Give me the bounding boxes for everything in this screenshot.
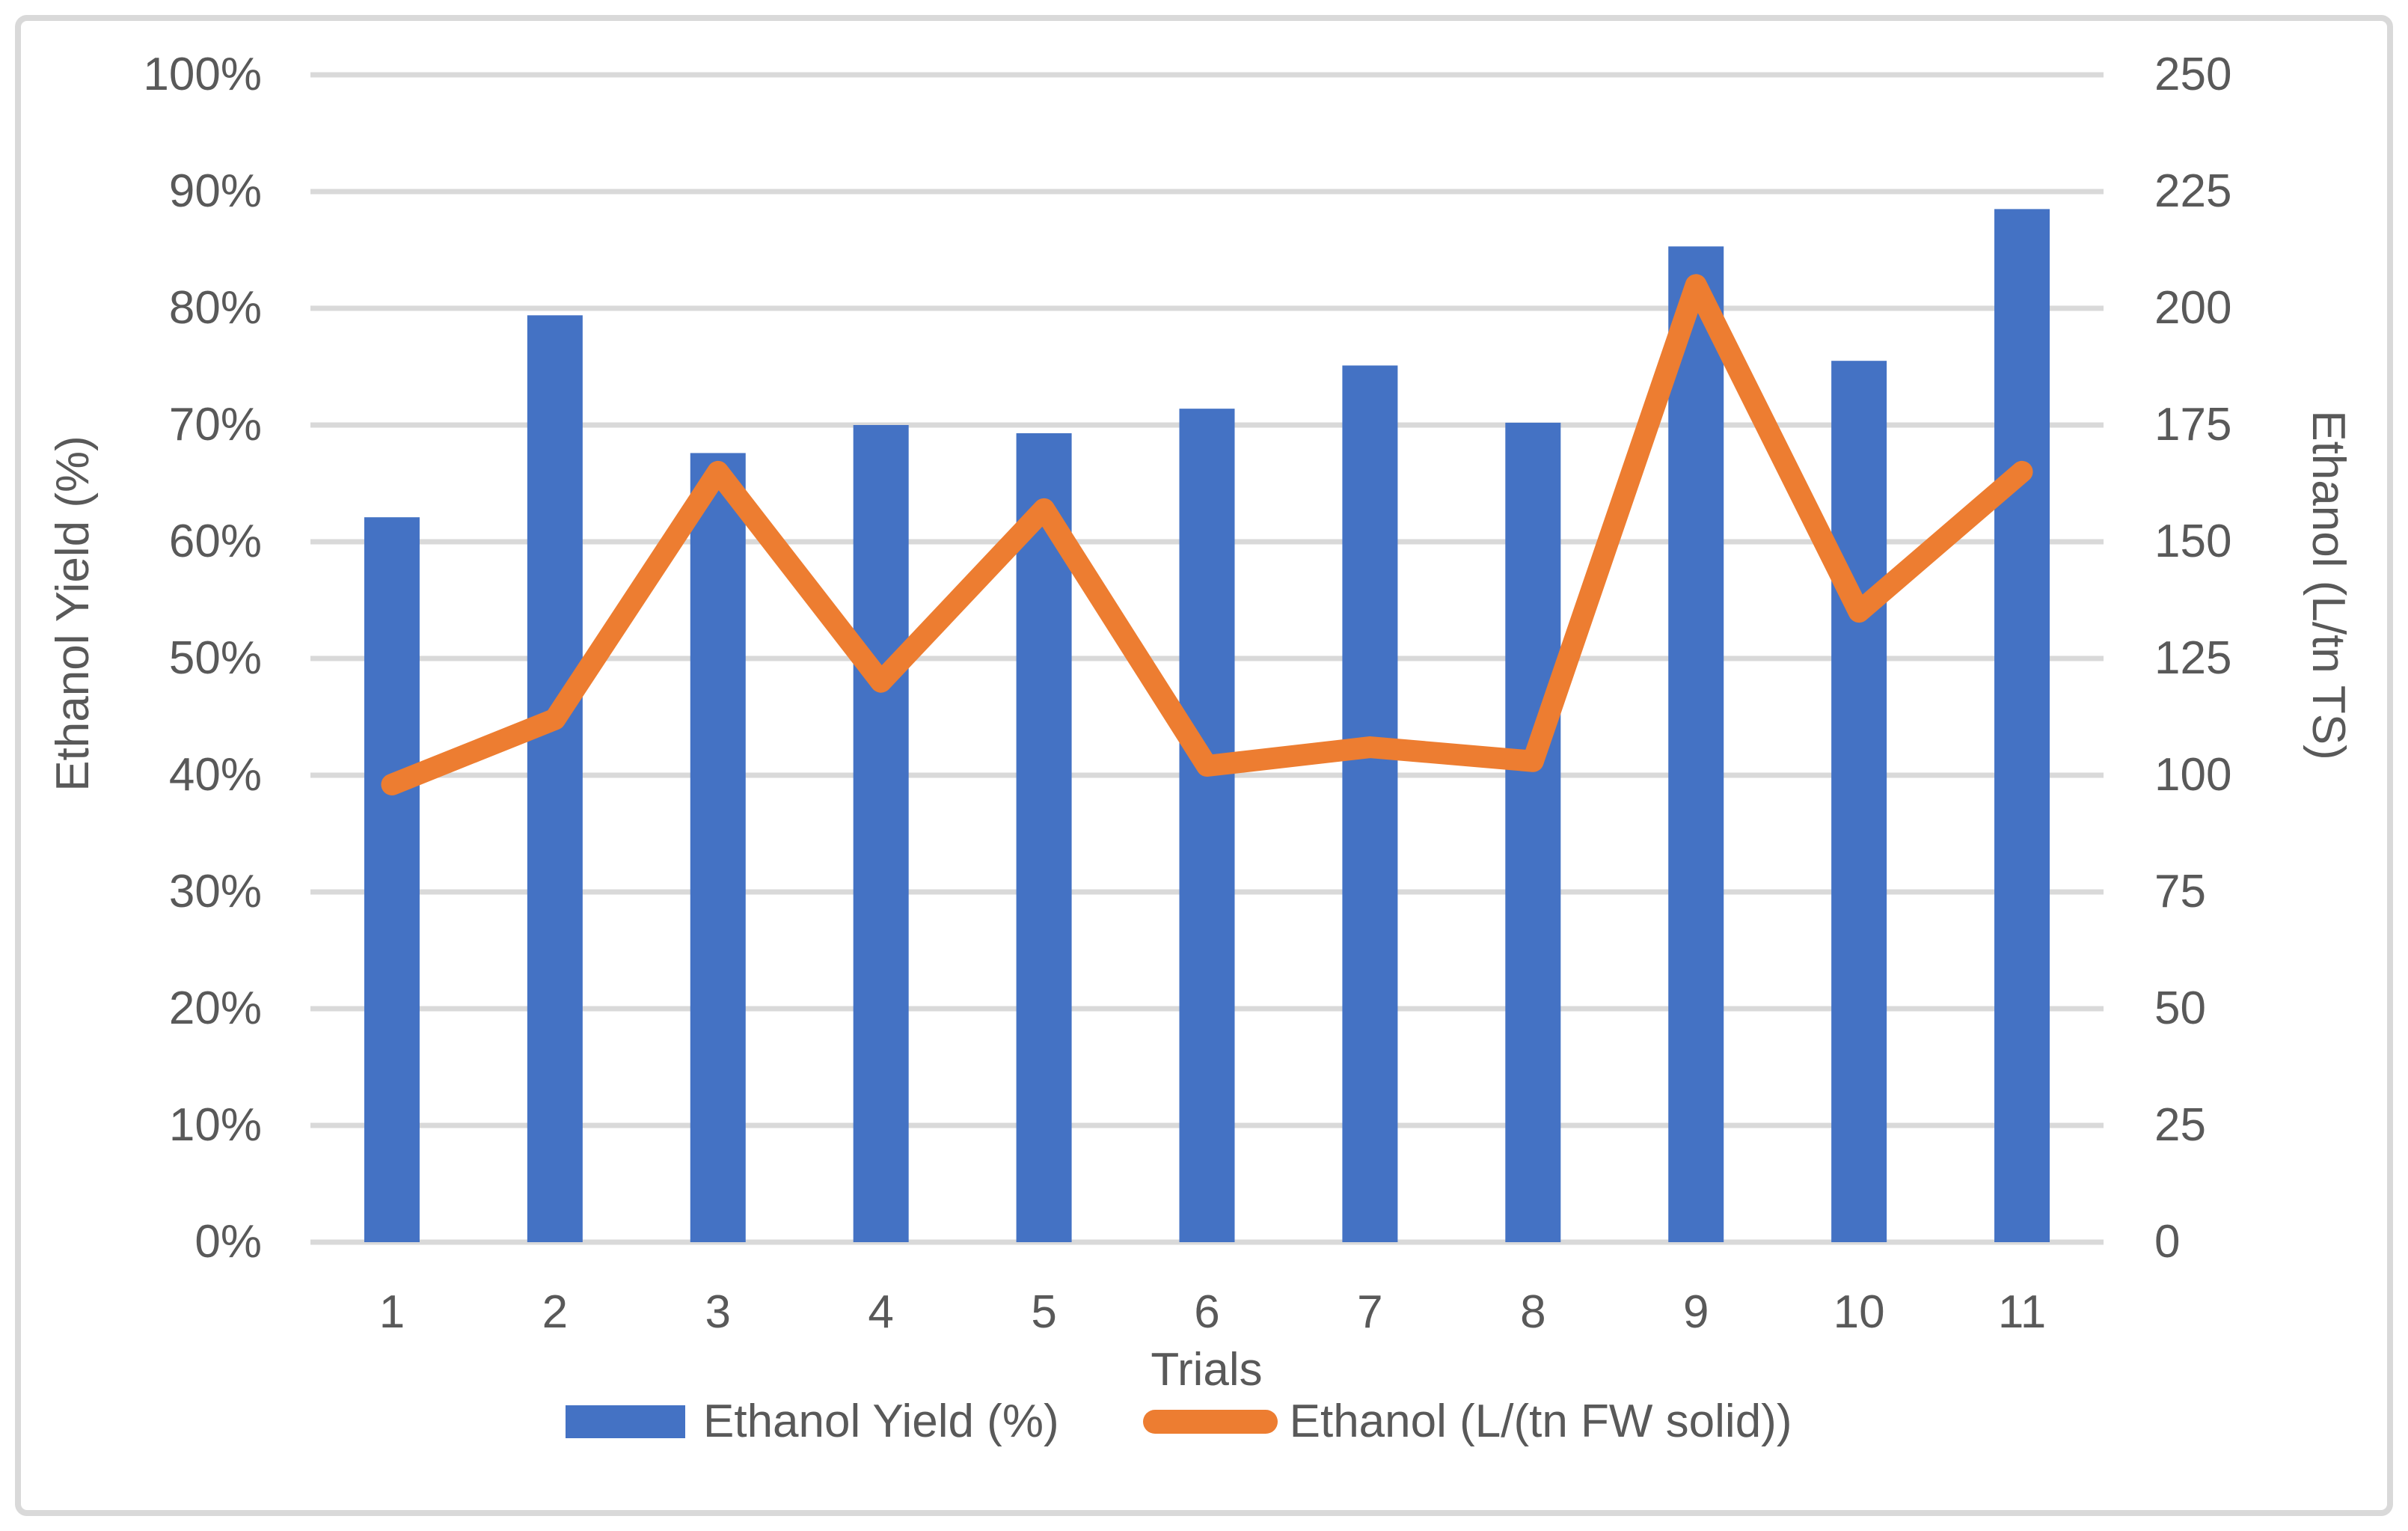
legend-label-line: Ethanol (L/(tn FW solid)) bbox=[1289, 1396, 1792, 1447]
left-axis-tick: 100% bbox=[143, 49, 262, 100]
bar-trial-5 bbox=[1016, 433, 1072, 1243]
x-axis-tick: 7 bbox=[1357, 1286, 1383, 1338]
bar-trial-6 bbox=[1179, 409, 1235, 1243]
bar-trial-1 bbox=[364, 517, 420, 1242]
left-axis-tick: 70% bbox=[168, 399, 262, 450]
bar-trial-7 bbox=[1342, 365, 1398, 1243]
right-axis-tick: 100 bbox=[2154, 749, 2232, 801]
x-axis-tick: 6 bbox=[1194, 1286, 1220, 1338]
line-series bbox=[381, 274, 2033, 795]
left-axis-tick: 10% bbox=[168, 1099, 262, 1151]
right-axis-tick: 200 bbox=[2154, 282, 2232, 334]
right-axis-tick: 0 bbox=[2154, 1216, 2181, 1268]
bar-trial-4 bbox=[853, 425, 909, 1242]
x-axis-tick: 3 bbox=[705, 1286, 731, 1338]
left-axis-tick: 0% bbox=[194, 1216, 262, 1268]
x-axis-title: Trials bbox=[1151, 1344, 1263, 1396]
right-axis-tick: 50 bbox=[2154, 983, 2206, 1034]
x-axis-tick: 4 bbox=[868, 1286, 894, 1338]
legend-key-line-swatch bbox=[1142, 1410, 1278, 1434]
left-axis-tick: 40% bbox=[168, 749, 262, 801]
x-axis-tick: 2 bbox=[542, 1286, 569, 1338]
right-axis-tick: 75 bbox=[2154, 866, 2206, 917]
legend-key-bar-swatch bbox=[566, 1405, 685, 1438]
bar-trial-10 bbox=[1831, 361, 1887, 1243]
x-axis-tick: 10 bbox=[1833, 1286, 1885, 1338]
x-axis-tick: 11 bbox=[1997, 1286, 2047, 1338]
legend: Ethanol Yield (%) Ethanol (L/(tn FW soli… bbox=[566, 1398, 1792, 1446]
left-axis-tick: 80% bbox=[168, 282, 262, 334]
left-axis-title: Ethanol Yield (%) bbox=[47, 436, 99, 792]
x-axis-tick: 5 bbox=[1031, 1286, 1057, 1338]
bar-trial-2 bbox=[527, 315, 583, 1242]
left-axis-tick: 90% bbox=[168, 165, 262, 217]
bar-trial-8 bbox=[1505, 422, 1561, 1242]
right-axis-tick: 25 bbox=[2154, 1099, 2206, 1151]
right-axis-tick: 175 bbox=[2154, 399, 2232, 450]
right-axis-title: Ethanol (L/tn TS) bbox=[2303, 410, 2354, 760]
x-axis-tick: 1 bbox=[379, 1286, 405, 1338]
right-axis-tick: 150 bbox=[2154, 516, 2232, 567]
left-axis-tick: 30% bbox=[168, 866, 262, 917]
left-axis-tick: 60% bbox=[168, 516, 262, 567]
left-axis-tick: 20% bbox=[168, 983, 262, 1034]
bar-trial-11 bbox=[1994, 209, 2050, 1242]
left-axis-tick: 50% bbox=[168, 632, 262, 684]
right-axis-tick: 125 bbox=[2154, 632, 2232, 684]
bar-trial-9 bbox=[1668, 246, 1724, 1242]
x-axis-tick: 9 bbox=[1682, 1286, 1709, 1338]
bar-trial-3 bbox=[690, 453, 746, 1243]
right-axis-tick: 250 bbox=[2154, 49, 2232, 100]
right-axis-tick: 225 bbox=[2154, 165, 2232, 217]
x-axis-tick: 8 bbox=[1520, 1286, 1546, 1338]
legend-label-bar: Ethanol Yield (%) bbox=[703, 1396, 1059, 1447]
